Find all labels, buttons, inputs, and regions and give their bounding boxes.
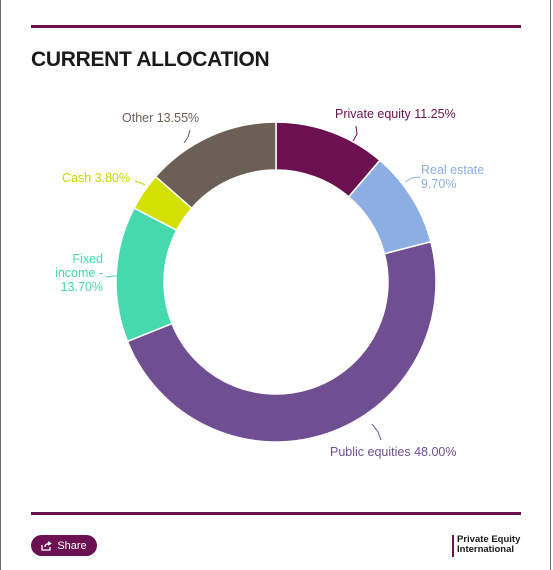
label-group-4: Cash 3.80% — [62, 171, 146, 186]
bottom-rule — [31, 512, 521, 515]
logo-line-1: Private Equity — [457, 534, 521, 545]
donut-chart: Private equity 11.25% Real estate 9.70% Pub… — [55, 107, 484, 459]
label-group-0: Private equity 11.25% — [335, 107, 456, 142]
slice-fixed[interactable] — [115, 207, 178, 343]
slice-label: Fixed income -13.70% — [55, 252, 103, 294]
leader-line — [105, 275, 120, 278]
share-button[interactable]: Share — [31, 535, 97, 556]
label-group-1: Real estate 9.70% — [404, 163, 484, 191]
slice-other[interactable] — [154, 121, 277, 210]
chart-title: CURRENT ALLOCATION — [31, 48, 270, 71]
slice-label: Private equity 11.25% — [335, 107, 456, 121]
slice-label: Other 13.55% — [122, 111, 199, 125]
top-rule — [31, 25, 521, 28]
leader-line — [183, 129, 191, 144]
brand-logo[interactable]: Private Equity International — [452, 535, 520, 557]
share-icon — [41, 540, 53, 551]
label-group-3: Fixed income -13.70% — [55, 252, 120, 294]
leader-line — [404, 176, 421, 183]
leader-line — [352, 125, 358, 142]
share-label: Share — [57, 539, 87, 552]
label-group-5: Other 13.55% — [122, 111, 199, 144]
slice-label: Cash 3.80% — [62, 171, 130, 185]
slice-label: Public equities 48.00% — [330, 445, 456, 459]
label-group-2: Public equities 48.00% — [330, 423, 456, 459]
logo-line-2: International — [457, 544, 515, 555]
leader-line — [134, 180, 146, 186]
slice-label: Real estate 9.70% — [421, 163, 484, 191]
slice-public[interactable] — [126, 240, 437, 443]
leader-line — [371, 423, 382, 441]
